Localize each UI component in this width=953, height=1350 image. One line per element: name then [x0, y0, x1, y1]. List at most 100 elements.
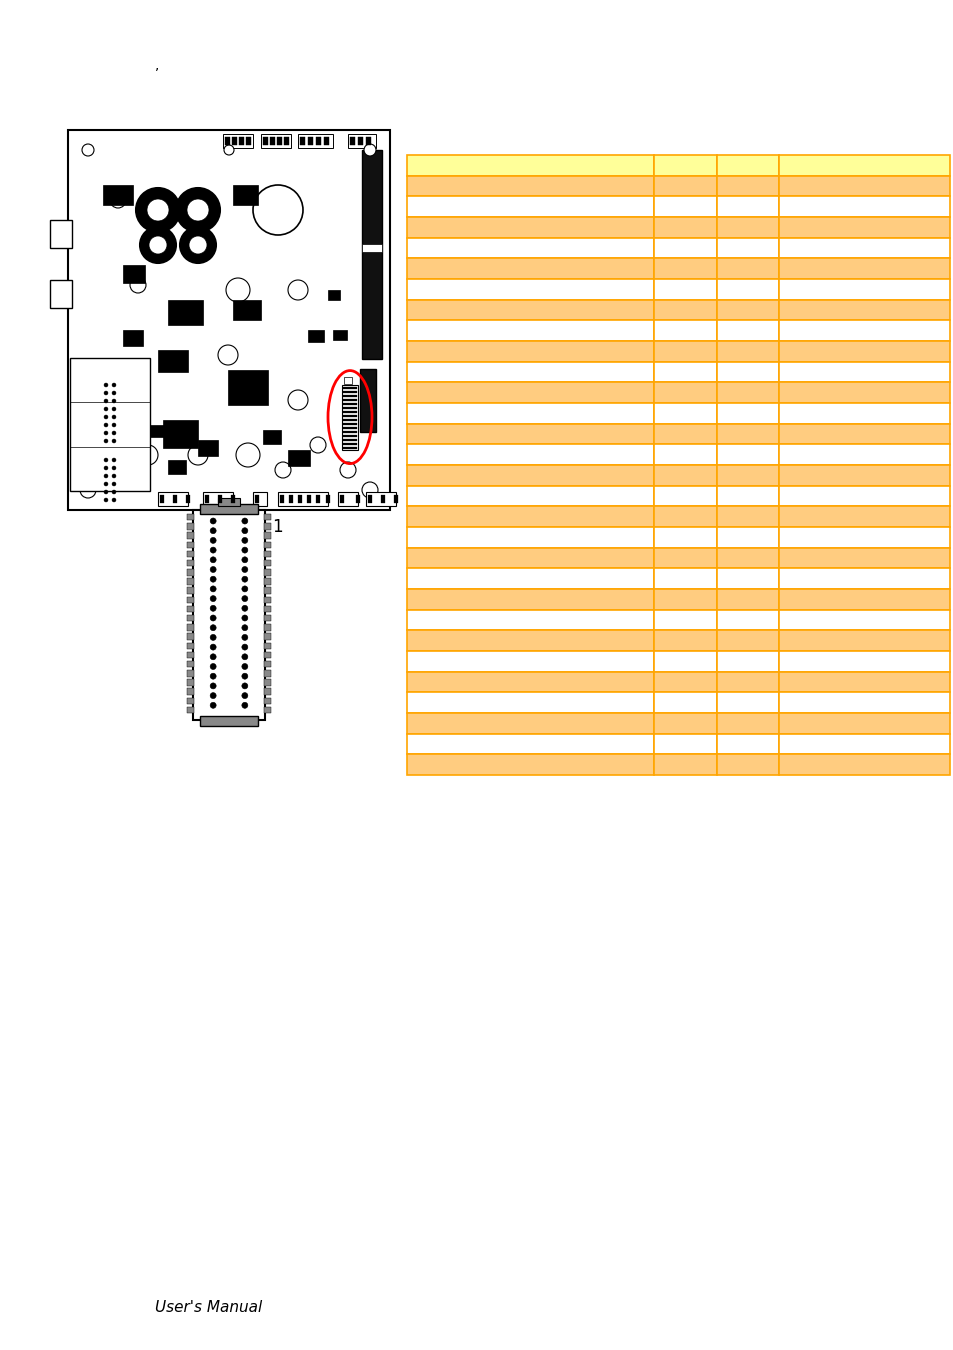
Bar: [324, 136, 329, 144]
Bar: [654, 486, 716, 506]
Bar: [779, 548, 949, 568]
Bar: [343, 402, 356, 405]
Circle shape: [104, 466, 108, 470]
Bar: [779, 362, 949, 382]
Bar: [160, 495, 164, 504]
Bar: [716, 404, 779, 424]
Bar: [407, 651, 654, 672]
Bar: [716, 258, 779, 279]
Circle shape: [242, 567, 248, 572]
Bar: [254, 495, 258, 504]
Bar: [407, 486, 654, 506]
Bar: [407, 630, 654, 651]
Bar: [407, 672, 654, 693]
Bar: [337, 491, 357, 506]
Bar: [407, 444, 654, 464]
Bar: [333, 329, 347, 340]
Bar: [779, 610, 949, 630]
Circle shape: [242, 702, 248, 709]
Circle shape: [242, 518, 248, 524]
Bar: [350, 136, 355, 144]
Bar: [407, 176, 654, 196]
Bar: [407, 610, 654, 630]
Circle shape: [288, 279, 308, 300]
Circle shape: [112, 392, 116, 396]
Bar: [315, 495, 319, 504]
Bar: [779, 464, 949, 486]
Bar: [407, 424, 654, 444]
Circle shape: [226, 278, 250, 302]
Bar: [231, 495, 234, 504]
Bar: [654, 279, 716, 300]
Bar: [225, 136, 230, 144]
Bar: [779, 486, 949, 506]
Bar: [716, 589, 779, 610]
Bar: [198, 440, 218, 456]
Bar: [264, 707, 271, 713]
Bar: [654, 300, 716, 320]
Bar: [407, 693, 654, 713]
Bar: [343, 394, 356, 397]
Circle shape: [149, 236, 167, 254]
Circle shape: [104, 439, 108, 443]
Circle shape: [104, 400, 108, 404]
Bar: [368, 495, 372, 504]
Circle shape: [242, 693, 248, 698]
Circle shape: [112, 400, 116, 404]
Circle shape: [104, 423, 108, 427]
Bar: [264, 698, 271, 705]
Bar: [232, 136, 236, 144]
Bar: [163, 420, 198, 448]
Bar: [50, 220, 71, 248]
Circle shape: [210, 537, 216, 544]
Circle shape: [140, 227, 175, 263]
Circle shape: [253, 185, 303, 235]
Bar: [187, 643, 193, 649]
Bar: [716, 526, 779, 548]
Circle shape: [242, 586, 248, 591]
Bar: [187, 524, 193, 529]
Circle shape: [242, 576, 248, 582]
Circle shape: [218, 346, 237, 365]
Bar: [654, 342, 716, 362]
Circle shape: [364, 144, 375, 157]
Bar: [326, 495, 330, 504]
Bar: [654, 444, 716, 464]
Circle shape: [210, 595, 216, 602]
Bar: [270, 136, 274, 144]
Bar: [246, 136, 251, 144]
Bar: [297, 134, 333, 148]
Circle shape: [242, 556, 248, 563]
Bar: [341, 385, 357, 450]
Bar: [308, 136, 313, 144]
Bar: [344, 377, 352, 383]
Bar: [264, 514, 271, 521]
Bar: [205, 495, 209, 504]
Bar: [348, 134, 375, 148]
Bar: [288, 450, 310, 466]
Bar: [654, 755, 716, 775]
Bar: [407, 238, 654, 258]
Bar: [118, 410, 138, 424]
Circle shape: [242, 653, 248, 660]
Bar: [264, 524, 271, 529]
Bar: [716, 506, 779, 526]
Bar: [407, 755, 654, 775]
Bar: [228, 370, 268, 405]
Bar: [654, 464, 716, 486]
Circle shape: [112, 490, 116, 494]
Bar: [716, 713, 779, 733]
Circle shape: [175, 188, 220, 232]
Circle shape: [242, 605, 248, 612]
Bar: [50, 279, 71, 308]
Bar: [716, 651, 779, 672]
Bar: [343, 418, 356, 421]
Circle shape: [130, 277, 146, 293]
Bar: [716, 693, 779, 713]
Bar: [264, 670, 271, 676]
Bar: [261, 134, 291, 148]
Bar: [779, 320, 949, 342]
Circle shape: [210, 663, 216, 670]
Bar: [779, 258, 949, 279]
Bar: [779, 733, 949, 755]
